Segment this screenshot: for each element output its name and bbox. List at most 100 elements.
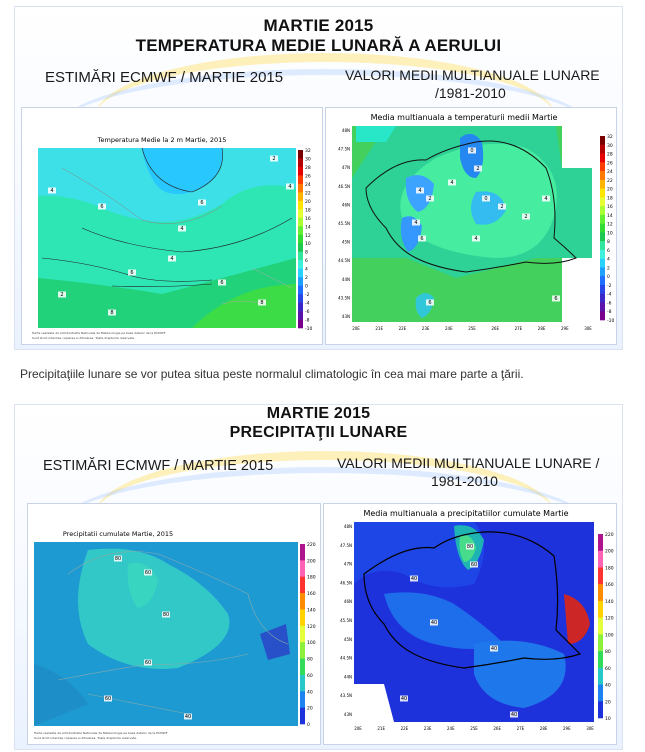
scale-label: 20	[307, 706, 313, 712]
contour-label: 4	[50, 188, 53, 194]
lon-label: 22E	[401, 726, 409, 731]
scale-label: 140	[605, 599, 614, 605]
contour-label: 40	[401, 696, 407, 702]
contour-label: 40	[411, 576, 417, 582]
scale-cell	[298, 183, 303, 193]
contour-label-bg	[184, 713, 192, 720]
contour-label: 0	[470, 148, 473, 154]
lon-label: 27E	[515, 326, 523, 331]
scale-cell	[600, 223, 605, 233]
scale-cell	[600, 144, 605, 154]
scale-cell	[600, 206, 605, 216]
scale-label: 100	[307, 640, 316, 646]
temp-title-line2: TEMPERATURA MEDIE LUNARĂ A AERULUI	[135, 36, 502, 55]
contour-label-bg	[270, 155, 278, 162]
scale-cell	[298, 175, 303, 185]
lat-label: 44.5N	[338, 258, 350, 263]
lat-label: 45.5N	[340, 618, 352, 623]
contour-label-bg	[466, 543, 474, 550]
lat-label: 46.5N	[340, 580, 352, 585]
scale-label: 30	[607, 143, 613, 149]
contour-label-bg	[482, 195, 490, 202]
lon-label: 23E	[422, 326, 430, 331]
precip-title-line1: MARTIE 2015	[266, 405, 371, 422]
scale-cell	[300, 593, 305, 610]
scale-cell	[298, 209, 303, 219]
scale-cell	[600, 136, 605, 146]
scale-label: -2	[607, 283, 612, 289]
scale-label: 14	[607, 213, 613, 219]
temp-title-line1: MARTIE 2015	[263, 16, 374, 35]
scale-label: 26	[305, 173, 311, 179]
map-title: Temperatura Medie la 2 m Martie, 2015	[97, 136, 227, 144]
scale-label: 80	[307, 657, 313, 663]
scale-label: 16	[305, 216, 311, 222]
contour-label: 6	[428, 300, 431, 306]
scale-label: 0	[307, 722, 310, 728]
contour-label: 60	[145, 570, 151, 576]
scale-label: 60	[605, 666, 611, 672]
scale-label: 12	[305, 233, 311, 239]
scale-cell	[298, 319, 303, 329]
contour-label-bg	[472, 235, 480, 242]
contour-label-bg	[522, 213, 530, 220]
scale-label: 4	[607, 257, 610, 263]
contour-label-bg	[552, 295, 560, 302]
scale-cell	[300, 674, 305, 692]
lat-label: 48N	[344, 524, 352, 529]
contour-label: 6	[220, 280, 223, 286]
scale-label: 4	[305, 267, 308, 273]
scale-label: 12	[607, 222, 613, 228]
scale-cell	[300, 658, 305, 676]
contour-label-bg	[426, 195, 434, 202]
contour-label: 2	[524, 214, 527, 220]
contour-label: 4	[288, 184, 291, 190]
lat-label: 43N	[344, 712, 352, 717]
scale-label: 10	[305, 241, 311, 247]
contour-label-bg	[426, 299, 434, 306]
scale-cell	[298, 158, 303, 168]
contour-label-bg	[470, 561, 478, 568]
contour-label-bg	[104, 695, 112, 702]
scale-label: -6	[607, 300, 612, 306]
scale-cell	[598, 684, 603, 702]
contour-label-bg	[430, 619, 438, 626]
scale-label: 140	[307, 607, 316, 613]
lon-label: 30E	[586, 726, 594, 731]
scale-cell	[298, 192, 303, 202]
scale-cell	[298, 285, 303, 295]
scale-cell	[298, 251, 303, 261]
scale-cell	[600, 179, 605, 189]
scale-label: 120	[307, 624, 316, 630]
temp-right-subtitle-line1: VALORI MEDII MULTIANUALE LUNARE	[345, 67, 600, 83]
contour-label: 80	[115, 556, 121, 562]
contour-label: 0	[484, 196, 487, 202]
map-title: Precipitatii cumulate Martie, 2015	[63, 530, 173, 538]
lon-label: 21E	[375, 326, 383, 331]
lon-label: 20E	[352, 326, 360, 331]
scale-label: 0	[305, 284, 308, 290]
scale-cell	[298, 268, 303, 278]
scale-label: 8	[607, 239, 610, 245]
lat-label: 47.5N	[338, 147, 350, 152]
scale-label: 24	[305, 182, 311, 188]
scale-cell	[598, 534, 603, 552]
contour-label: 2	[428, 196, 431, 202]
scale-label: -4	[305, 301, 310, 307]
contour-label-bg	[542, 195, 550, 202]
temp-climatology-map: Media multianuala a temperaturii medii M…	[325, 107, 617, 345]
contour-label-bg	[168, 255, 176, 262]
forecast-paragraph: Precipitaţiile lunare se vor putea situa…	[20, 367, 524, 381]
scale-cell	[600, 311, 605, 321]
lat-label: 48N	[342, 128, 350, 133]
lon-label: 29E	[563, 726, 571, 731]
scale-cell	[600, 267, 605, 277]
contour-label: 6	[554, 296, 557, 302]
lat-label: 46N	[342, 202, 350, 207]
scale-cell	[298, 277, 303, 286]
scale-cell	[300, 609, 305, 627]
contour-label-bg	[418, 235, 426, 242]
scale-cell	[600, 249, 605, 259]
scale-cell	[598, 600, 603, 618]
scale-cell	[600, 241, 605, 251]
